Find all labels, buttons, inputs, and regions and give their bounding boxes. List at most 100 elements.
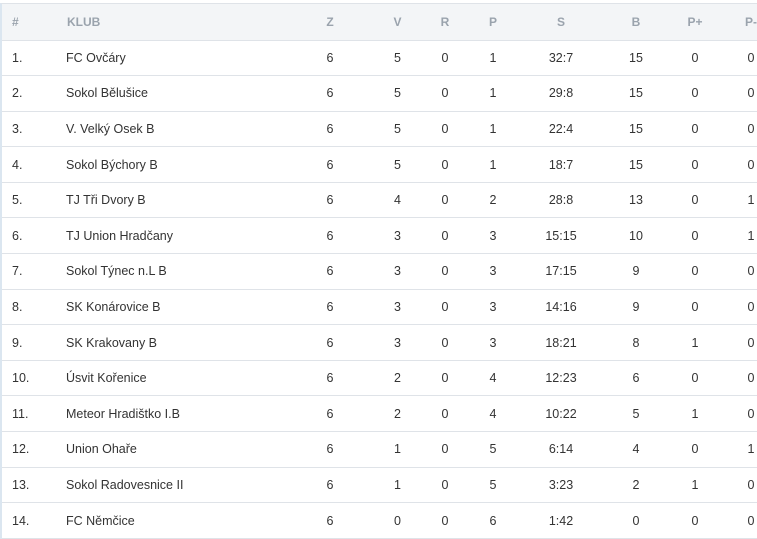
cell-draws: 0 [421,360,469,397]
cell-bonus-plus: 0 [667,253,723,290]
cell-score: 10:22 [517,395,605,433]
cell-bonus-plus: 0 [667,217,723,255]
cell-wins: 3 [374,324,421,361]
cell-losses: 3 [469,253,517,290]
cell-played: 6 [286,502,374,539]
cell-bonus-minus: 1 [723,217,757,255]
cell-club: FC Němčice [66,502,286,539]
cell-draws: 0 [421,324,469,361]
cell-bonus-minus: 1 [723,182,757,219]
table-row: 10. Úsvit Kořenice 6 2 0 4 12:23 6 0 0 [2,360,757,397]
cell-played: 6 [286,40,374,77]
cell-points: 4 [605,431,667,468]
cell-club: Sokol Týnec n.L B [66,253,286,290]
cell-bonus-plus: 0 [667,289,723,326]
cell-draws: 0 [421,395,469,433]
cell-score: 17:15 [517,253,605,290]
cell-bonus-minus: 0 [723,111,757,148]
cell-draws: 0 [421,289,469,326]
table-row: 14. FC Němčice 6 0 0 6 1:42 0 0 0 [2,502,757,539]
header-club: KLUB [66,4,286,41]
header-score: S [517,4,605,41]
table-row: 3. V. Velký Osek B 6 5 0 1 22:4 15 0 0 [2,111,757,148]
header-losses: P [469,4,517,41]
table-row: 13. Sokol Radovesnice II 6 1 0 5 3:23 2 1 0 [2,467,757,504]
cell-points: 8 [605,324,667,361]
cell-draws: 0 [421,502,469,539]
cell-rank: 14. [2,502,66,539]
cell-wins: 3 [374,253,421,290]
cell-losses: 1 [469,111,517,148]
cell-played: 6 [286,111,374,148]
header-played: Z [286,4,374,41]
table-row: 1. FC Ovčáry 6 5 0 1 32:7 15 0 0 [2,40,757,77]
cell-points: 13 [605,182,667,219]
cell-rank: 8. [2,289,66,326]
table-row: 11. Meteor Hradištko I.B 6 2 0 4 10:22 5 1 0 [2,395,757,433]
cell-losses: 4 [469,360,517,397]
cell-wins: 3 [374,289,421,326]
cell-played: 6 [286,324,374,361]
cell-points: 9 [605,253,667,290]
cell-played: 6 [286,182,374,219]
cell-score: 6:14 [517,431,605,468]
cell-club: Sokol Býchory B [66,146,286,183]
cell-points: 0 [605,502,667,539]
cell-losses: 5 [469,431,517,468]
standings-table: # KLUB Z V R P S B P+ P- 1. FC Ovčáry 6 5 0 1 32:7 15 0 0 2… [2,4,757,539]
cell-wins: 5 [374,40,421,77]
cell-played: 6 [286,289,374,326]
cell-bonus-minus: 0 [723,289,757,326]
standings-table-container: # KLUB Z V R P S B P+ P- 1. FC Ovčáry 6 5 0 1 32:7 15 0 0 2… [0,3,757,539]
cell-points: 10 [605,217,667,255]
cell-bonus-minus: 1 [723,431,757,468]
cell-wins: 4 [374,182,421,219]
cell-losses: 3 [469,289,517,326]
cell-score: 18:7 [517,146,605,183]
cell-bonus-minus: 0 [723,395,757,433]
cell-club: TJ Tři Dvory B [66,182,286,219]
cell-draws: 0 [421,40,469,77]
table-row: 8. SK Konárovice B 6 3 0 3 14:16 9 0 0 [2,289,757,326]
cell-rank: 11. [2,395,66,433]
cell-bonus-plus: 0 [667,502,723,539]
cell-club: SK Krakovany B [66,324,286,361]
cell-wins: 0 [374,502,421,539]
cell-bonus-plus: 1 [667,395,723,433]
cell-wins: 3 [374,217,421,255]
table-row: 6. TJ Union Hradčany 6 3 0 3 15:15 10 0 1 [2,217,757,255]
cell-draws: 0 [421,431,469,468]
cell-bonus-minus: 0 [723,324,757,361]
cell-score: 32:7 [517,40,605,77]
cell-losses: 2 [469,182,517,219]
cell-bonus-plus: 1 [667,324,723,361]
cell-rank: 12. [2,431,66,468]
cell-rank: 9. [2,324,66,361]
cell-wins: 1 [374,431,421,468]
cell-bonus-plus: 1 [667,467,723,504]
cell-wins: 1 [374,467,421,504]
cell-bonus-minus: 0 [723,467,757,504]
header-points: B [605,4,667,41]
cell-losses: 1 [469,146,517,183]
cell-rank: 2. [2,75,66,112]
cell-wins: 5 [374,146,421,183]
table-row: 9. SK Krakovany B 6 3 0 3 18:21 8 1 0 [2,324,757,361]
cell-rank: 7. [2,253,66,290]
cell-rank: 4. [2,146,66,183]
cell-club: Union Ohaře [66,431,286,468]
cell-score: 18:21 [517,324,605,361]
cell-bonus-plus: 0 [667,146,723,183]
cell-bonus-plus: 0 [667,40,723,77]
cell-club: SK Konárovice B [66,289,286,326]
cell-points: 15 [605,111,667,148]
cell-bonus-minus: 0 [723,360,757,397]
cell-played: 6 [286,467,374,504]
cell-wins: 2 [374,395,421,433]
cell-played: 6 [286,395,374,433]
cell-played: 6 [286,75,374,112]
cell-score: 22:4 [517,111,605,148]
cell-draws: 0 [421,111,469,148]
cell-played: 6 [286,431,374,468]
cell-points: 15 [605,40,667,77]
